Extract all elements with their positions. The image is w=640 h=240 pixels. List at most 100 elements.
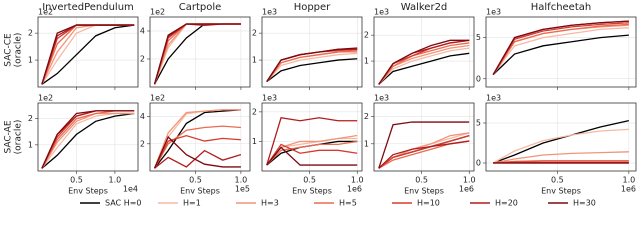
x-multiplier: 1e4 <box>123 185 138 194</box>
plot-frame <box>149 16 251 88</box>
x-axis-label: Env Steps <box>541 187 581 196</box>
x-tick-label: 0.5 <box>189 176 202 185</box>
y-tick-label: 1 <box>28 56 33 65</box>
series-line <box>41 112 135 169</box>
series-line <box>492 119 629 164</box>
x-tick-label: 0.5 <box>303 176 316 185</box>
x-axis-label: Env Steps <box>404 187 444 196</box>
y-tick-label: 1 <box>364 57 369 66</box>
panel-title: InvertedPendulum <box>42 2 134 13</box>
x-multiplier: 1e5 <box>235 185 250 194</box>
x-tick-label: 0.5 <box>551 176 564 185</box>
plot-frame <box>485 102 637 172</box>
series-line <box>41 110 135 169</box>
series-line <box>378 135 470 169</box>
y-tick-label: 1 <box>252 56 257 65</box>
series-line <box>41 24 135 85</box>
y-tick-label: 0 <box>476 159 481 168</box>
x-tick-label: 1.0 <box>235 176 248 185</box>
legend-label: H=20 <box>495 199 518 208</box>
panel-title: Walker2d <box>401 2 448 13</box>
x-multiplier: 1e6 <box>621 185 636 194</box>
series-line <box>378 140 470 169</box>
series-line <box>493 161 629 164</box>
y-tick-label: 2 <box>28 29 33 38</box>
series-line <box>41 112 135 169</box>
series-line <box>378 39 470 85</box>
legend-label: H=30 <box>573 199 596 208</box>
series-line <box>266 50 358 83</box>
plot-frame <box>373 102 475 172</box>
series-line <box>153 23 241 85</box>
x-tick-label: 0.5 <box>415 176 428 185</box>
series-line <box>266 58 358 83</box>
y-tick-label: 2 <box>364 112 369 121</box>
y-tick-label: 2 <box>252 29 257 38</box>
row-label: (oracle) <box>14 120 24 155</box>
series-line <box>493 151 629 164</box>
plot-frame <box>149 102 251 172</box>
legend-label: SAC H=0 <box>105 199 142 208</box>
series-line <box>266 140 358 166</box>
y-tick-label: 2 <box>28 114 33 123</box>
series-line <box>153 23 241 85</box>
series-line <box>492 23 629 76</box>
series-line <box>41 24 135 85</box>
series-line <box>378 42 470 85</box>
y-tick-label: 2 <box>364 31 369 40</box>
y-multiplier: 1e3 <box>262 94 277 103</box>
legend-label: H=1 <box>183 199 201 208</box>
y-tick-label: 2 <box>140 55 145 64</box>
series-line <box>378 47 470 85</box>
series-line <box>153 23 241 85</box>
plot-frame <box>485 16 637 88</box>
series-line <box>266 47 358 82</box>
series-line <box>266 52 358 83</box>
series-line <box>41 24 135 85</box>
y-tick-label: 5 <box>476 119 481 128</box>
plot-frame <box>373 16 475 88</box>
x-multiplier: 1e6 <box>347 185 362 194</box>
series-line <box>153 125 241 169</box>
y-tick-label: 0 <box>476 74 481 83</box>
series-line <box>492 20 629 75</box>
series-line <box>378 121 470 169</box>
series-line <box>493 159 629 164</box>
series-line <box>492 128 629 164</box>
x-axis-label: Env Steps <box>292 187 332 196</box>
series-line <box>378 132 470 169</box>
series-line <box>492 34 629 76</box>
y-tick-label: 2 <box>252 107 257 116</box>
legend-label: H=5 <box>339 199 357 208</box>
row-label: SAC-CE <box>4 33 14 67</box>
panel-title: Hopper <box>294 2 331 13</box>
plot-frame <box>261 102 363 172</box>
y-tick-label: 4 <box>140 112 145 121</box>
x-tick-label: 1.0 <box>622 176 635 185</box>
y-tick-label: 4 <box>140 27 145 36</box>
y-multiplier: 1e2 <box>38 8 53 17</box>
y-tick-label: 1 <box>28 140 33 149</box>
series-line <box>266 143 358 166</box>
series-line <box>378 135 470 169</box>
y-tick-label: 1 <box>364 139 369 148</box>
series-line <box>153 109 241 169</box>
legend-label: H=10 <box>417 199 440 208</box>
series-line <box>492 24 629 76</box>
x-tick-label: 1.0 <box>351 176 364 185</box>
series-line <box>153 23 241 85</box>
x-tick-label: 1.0 <box>109 176 122 185</box>
x-axis-label: Env Steps <box>68 187 108 196</box>
x-tick-label: 1.0 <box>463 176 476 185</box>
x-multiplier: 1e6 <box>459 185 474 194</box>
legend-label: H=3 <box>261 199 279 208</box>
y-tick-label: 5 <box>476 33 481 42</box>
series-line <box>153 23 241 85</box>
y-multiplier: 1e2 <box>150 94 165 103</box>
series-line <box>154 149 242 169</box>
y-multiplier: 1e3 <box>262 8 277 17</box>
y-multiplier: 1e3 <box>374 94 389 103</box>
x-axis-label: Env Steps <box>180 187 220 196</box>
plot-frame <box>261 16 363 88</box>
x-tick-label: 0.5 <box>70 176 83 185</box>
